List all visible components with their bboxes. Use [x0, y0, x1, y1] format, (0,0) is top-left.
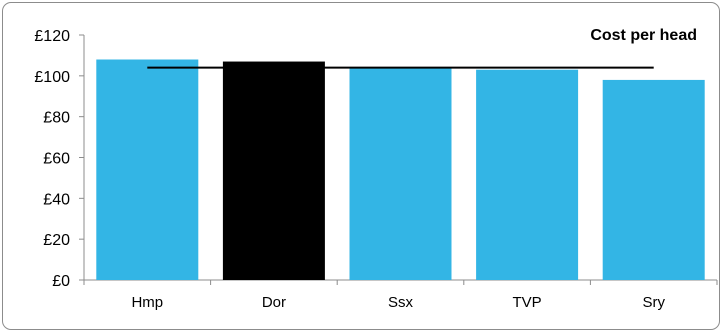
bar-ssx: [349, 67, 452, 281]
y-tick-label: £20: [43, 232, 70, 249]
y-tick-label: £80: [43, 110, 70, 127]
bar-sry: [602, 79, 705, 281]
x-tick-label: Dor: [262, 294, 286, 311]
bar-dor: [222, 61, 325, 280]
tick-labels: £0 £20 £40 £60 £80 £100 £120 Hmp Dor Ssx TVP Sry: [34, 28, 665, 311]
x-tick-label: Sry: [642, 294, 665, 311]
y-tick-label: £40: [43, 191, 70, 208]
bar-tvp: [476, 69, 579, 280]
x-tick-label: Ssx: [388, 294, 414, 311]
y-tick-label: £60: [43, 151, 70, 168]
y-tick-label: £120: [34, 28, 70, 45]
y-tick-label: £0: [52, 273, 70, 290]
chart-title: Cost per head: [590, 27, 697, 44]
y-tick-label: £100: [34, 69, 70, 86]
bar-hmp: [96, 59, 199, 280]
x-tick-label: TVP: [513, 294, 542, 311]
bars: [96, 59, 705, 281]
x-tick-label: Hmp: [131, 294, 163, 311]
